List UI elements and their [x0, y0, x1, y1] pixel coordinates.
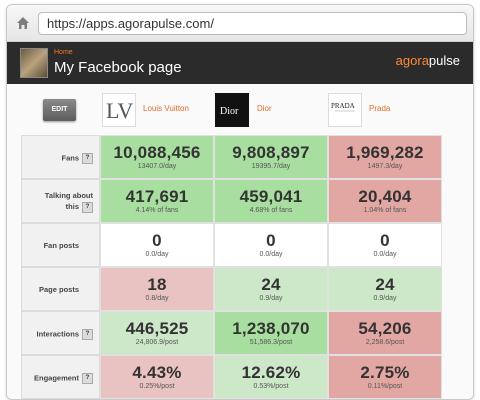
metric-value: 417,691 [125, 187, 189, 206]
metric-subvalue: 0.0/day [259, 251, 283, 258]
metric-subvalue: 0.8/day [145, 295, 169, 302]
metric-value: 20,404 [358, 187, 412, 206]
page-title: My Facebook page [54, 59, 182, 76]
metric-subvalue: 0.0/day [373, 251, 397, 258]
metric-value: 2.75% [360, 363, 410, 382]
metric-subvalue: 4.68% of fans [249, 207, 293, 214]
metric-subvalue: 0.11%/post [367, 383, 403, 390]
metric-cell: 459,041 4.68% of fans [214, 179, 328, 223]
metric-cell: 2.75% 0.11%/post [328, 355, 442, 399]
home-icon[interactable] [15, 15, 31, 31]
brand-logo-part2: pulse [428, 53, 460, 68]
help-icon[interactable]: ? [82, 329, 93, 340]
metric-cell: 54,206 2,258.6/post [328, 311, 442, 355]
metric-cell: 4.43% 0.25%/post [100, 355, 214, 399]
metric-subvalue: 13407.0/day [137, 163, 177, 170]
metric-cell: 12.62% 0.53%/post [214, 355, 328, 399]
metric-value: 9,808,897 [232, 143, 310, 162]
row-label-talking-about-this: Talking about this? [21, 179, 100, 223]
metric-cell: 20,404 1.04% of fans [328, 179, 442, 223]
metric-cell: 24 0.9/day [328, 267, 442, 311]
metric-value: 12.62% [241, 363, 301, 382]
metric-cell: 446,525 24,806.9/post [100, 311, 214, 355]
brand-logo: agorapulse [396, 53, 460, 68]
metric-value: 459,041 [239, 187, 303, 206]
help-icon[interactable]: ? [82, 373, 93, 384]
row-label-text: Engagement [33, 373, 79, 383]
louis-vuitton-logo: LV [102, 93, 136, 127]
help-icon[interactable]: ? [82, 201, 93, 213]
page-thumbnail [20, 48, 48, 78]
metric-value: 4.43% [132, 363, 182, 382]
metric-subvalue: 0.9/day [373, 295, 397, 302]
row-label-fan-posts: Fan posts [21, 223, 100, 267]
dior-logo: Dior [215, 93, 249, 127]
metric-cell: 24 0.9/day [214, 267, 328, 311]
brand-name-dior[interactable]: Dior [257, 104, 272, 113]
help-icon[interactable]: ? [82, 153, 93, 164]
row-label-text: Page posts [38, 285, 79, 294]
dior-wordmark-icon: Dior [220, 106, 239, 117]
metric-value: 0 [266, 231, 276, 250]
browser-toolbar: https://apps.agorapulse.com/ [7, 5, 473, 42]
metric-subvalue: 1.04% of fans [363, 207, 407, 214]
row-label-page-posts: Page posts [21, 267, 100, 311]
metric-cell: 0 0.0/day [100, 223, 214, 267]
metric-subvalue: 19395.7/day [251, 163, 291, 170]
metric-value: 10,088,456 [113, 143, 201, 162]
metric-subvalue: 4.14% of fans [135, 207, 179, 214]
metric-value: 1,969,282 [346, 143, 424, 162]
svg-text:LV: LV [106, 98, 133, 123]
metric-subvalue: 0.25%/post [139, 383, 175, 390]
url-text: https://apps.agorapulse.com/ [47, 16, 214, 31]
metric-cell: 0 0.0/day [214, 223, 328, 267]
row-label-text: Fan posts [43, 241, 79, 250]
metric-cell: 9,808,897 19395.7/day [214, 135, 328, 179]
brand-logo-part1: agora [395, 53, 429, 68]
breadcrumb-home[interactable]: Home [54, 49, 73, 56]
metric-subvalue: 0.53%/post [253, 383, 289, 390]
brand-name-prada[interactable]: Prada [369, 104, 391, 113]
metric-subvalue: 1497.3/day [367, 163, 403, 170]
address-bar[interactable]: https://apps.agorapulse.com/ [38, 12, 467, 35]
metric-cell: 0 0.0/day [328, 223, 442, 267]
svg-text:Dior: Dior [220, 106, 239, 117]
browser-window: https://apps.agorapulse.com/ Home My Fac… [6, 4, 474, 400]
lv-monogram-icon: LV [106, 98, 133, 123]
metric-value: 446,525 [125, 319, 189, 338]
row-label-interactions: Interactions? [21, 311, 100, 355]
row-label-text: Interactions [36, 329, 79, 339]
row-label-fans: Fans? [21, 135, 100, 179]
comparison-area: EDIT LV Louis Vuitton Dior Dior PRADA Pr… [7, 84, 473, 399]
metric-subvalue: 2,258.6/post [365, 339, 405, 346]
prada-wordmark-icon: PRADA [331, 102, 355, 112]
metric-subvalue: 51,586.3/post [249, 339, 293, 346]
metric-subvalue: 0.0/day [145, 251, 169, 258]
metric-value: 18 [147, 275, 167, 294]
metric-value: 0 [380, 231, 390, 250]
svg-text:PRADA: PRADA [331, 102, 355, 110]
metric-subvalue: 24,806.9/post [135, 339, 179, 346]
metric-value: 24 [375, 275, 395, 294]
app-header: Home My Facebook page agorapulse [7, 42, 473, 84]
row-label-text: Fans [61, 153, 79, 163]
row-label-text: Talking about this [44, 191, 93, 211]
metric-value: 54,206 [358, 319, 412, 338]
metric-cell: 18 0.8/day [100, 267, 214, 311]
metric-subvalue: 0.9/day [259, 295, 283, 302]
prada-logo: PRADA [328, 93, 362, 127]
metric-cell: 10,088,456 13407.0/day [100, 135, 214, 179]
metric-value: 0 [152, 231, 162, 250]
row-label-engagement: Engagement? [21, 355, 100, 399]
edit-button[interactable]: EDIT [43, 99, 76, 121]
metric-value: 1,238,070 [232, 319, 310, 338]
metric-cell: 417,691 4.14% of fans [100, 179, 214, 223]
metric-value: 24 [261, 275, 281, 294]
brand-name-louis-vuitton[interactable]: Louis Vuitton [143, 104, 189, 113]
metric-cell: 1,238,070 51,586.3/post [214, 311, 328, 355]
metric-cell: 1,969,282 1497.3/day [328, 135, 442, 179]
